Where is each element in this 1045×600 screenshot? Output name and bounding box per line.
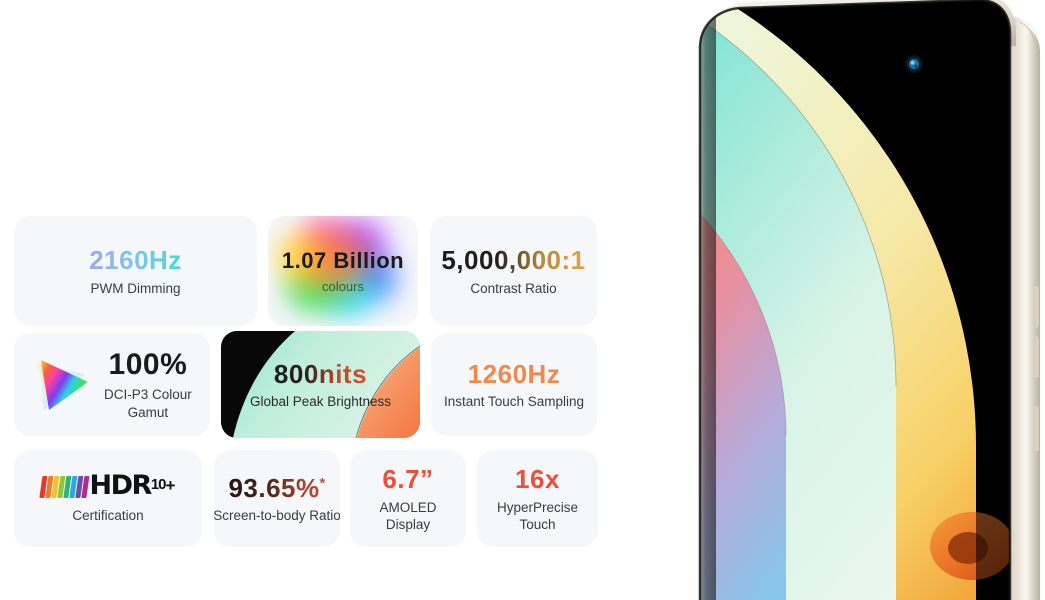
spec-label-hyper-line1: HyperPrecise — [496, 499, 579, 515]
spec-label-amoled-line2: Display — [385, 516, 431, 532]
spec-card-screen-to-body[interactable]: 93.65%* Screen-to-body Ratio — [214, 450, 340, 547]
spec-label-dcip3-line1: DCI-P3 Colour — [104, 386, 192, 402]
spec-label-touch: Instant Touch Sampling — [443, 394, 585, 410]
spec-card-dci-p3[interactable]: 100% DCI-P3 Colour Gamut — [14, 333, 210, 436]
hdr-plus: + — [165, 475, 176, 495]
spec-value-nits-unit: nits — [318, 358, 368, 389]
spec-label-pwm: PWM Dimming — [90, 280, 181, 296]
brightness-card-artwork — [221, 331, 420, 438]
spec-card-amoled-display[interactable]: 6.7” AMOLED Display — [350, 450, 466, 547]
spec-label-nits: Global Peak Brightness — [249, 394, 392, 410]
spec-card-grid: 2160Hz PWM Dimming 1.07 Billion colours … — [14, 216, 598, 547]
spec-card-peak-brightness[interactable]: 800nits Global Peak Brightness — [221, 331, 420, 438]
spec-label-amoled-line1: AMOLED — [379, 499, 437, 515]
spec-value-touch: 1260Hz — [467, 358, 561, 389]
spec-value-sbr: 93.65%* — [228, 472, 325, 505]
hdr-wordmark: HDR — [89, 470, 153, 502]
spec-label-sbr: Screen-to-body Ratio — [214, 508, 340, 524]
spec-card-hdr-certification[interactable]: HDR 10 + Certification — [14, 450, 202, 547]
spec-label-contrast: Contrast Ratio — [470, 280, 557, 296]
rainbow-blob-icon — [278, 216, 408, 326]
spec-value-contrast: 5,000,000:1 — [441, 245, 586, 276]
hdr-ten: 10 — [150, 476, 167, 494]
volume-up-button — [1034, 286, 1039, 328]
colour-gamut-triangle-icon — [26, 348, 100, 422]
spec-card-hyperprecise-touch[interactable]: 16x HyperPrecise Touch — [477, 450, 598, 547]
spec-value-hyper: 16x — [515, 464, 560, 495]
side-buttons — [1034, 286, 1039, 452]
spec-card-pwm-dimming[interactable]: 2160Hz PWM Dimming — [14, 216, 257, 326]
spec-value-pwm: 2160Hz — [89, 245, 182, 276]
power-button — [1034, 406, 1039, 452]
spec-value-colours: 1.07 Billion — [281, 248, 405, 274]
spec-label-hdr: Certification — [72, 508, 144, 524]
volume-down-button — [1034, 336, 1039, 378]
spec-value-dcip3: 100% — [108, 347, 188, 381]
punch-hole-camera-icon — [904, 54, 924, 74]
phone-product-image — [676, 0, 1045, 600]
spec-card-touch-sampling[interactable]: 1260Hz Instant Touch Sampling — [431, 333, 597, 436]
spec-card-contrast-ratio[interactable]: 5,000,000:1 Contrast Ratio — [430, 216, 597, 326]
spec-label-colours: colours — [322, 278, 364, 294]
spec-value-sbr-number: 93.65% — [228, 472, 320, 503]
spec-card-colours[interactable]: 1.07 Billion colours — [268, 216, 418, 326]
spec-label-dcip3-line2: Gamut — [127, 404, 169, 420]
spec-value-amoled: 6.7” — [382, 464, 434, 495]
spec-value-nits-number: 800 — [273, 358, 319, 389]
spec-label-hyper-line2: Touch — [519, 516, 556, 532]
hdr10plus-logo-icon: HDR 10 + — [38, 470, 176, 502]
spec-value-nits: 800nits — [274, 358, 367, 391]
phone-screen — [700, 0, 1010, 600]
spec-value-sbr-asterisk: * — [319, 474, 326, 491]
screen-bezel — [698, 0, 1012, 600]
